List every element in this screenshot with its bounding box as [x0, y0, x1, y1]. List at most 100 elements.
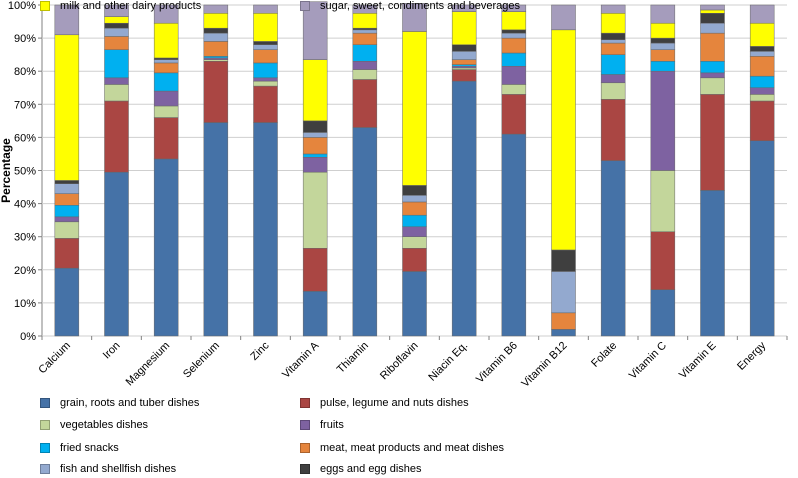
x-tick-label: Zinc: [248, 339, 272, 363]
y-tick-label: 50%: [14, 166, 36, 178]
bar-segment: [600, 13, 626, 34]
bar-segment: [501, 94, 527, 135]
x-tick-label: Vitamin A: [280, 339, 322, 381]
bar-segment: [501, 4, 527, 12]
bar-segment: [54, 238, 80, 269]
bar-segment: [253, 80, 278, 87]
x-tick-label: Vitamin B12: [519, 340, 569, 390]
bar-segment: [700, 9, 725, 14]
bar-segment: [749, 140, 775, 337]
bar-segment: [700, 22, 725, 34]
bar-segment: [650, 42, 676, 50]
bar-segment: [551, 249, 576, 272]
bar-segment: [153, 90, 179, 107]
bar-segment: [402, 214, 427, 228]
bar-segment: [104, 84, 129, 102]
bar-segment: [153, 105, 179, 118]
bar-segment: [203, 61, 229, 123]
bar-segment: [600, 160, 626, 337]
bar-segment: [501, 133, 527, 337]
bar-segment: [650, 231, 676, 290]
bar-segment: [302, 248, 328, 292]
bar-segment: [600, 32, 626, 41]
bar-segment: [253, 122, 278, 337]
bar-segment: [451, 51, 477, 60]
bar-segment: [650, 70, 676, 171]
bar-segment: [600, 74, 626, 84]
bar-segment: [203, 4, 229, 14]
bar-segment: [253, 44, 278, 50]
bar-segment: [451, 44, 477, 52]
bar-segment: [749, 4, 775, 24]
bar-segment: [153, 158, 179, 337]
bar-segment: [54, 267, 80, 337]
bar-segment: [551, 329, 576, 337]
bar-segment: [501, 52, 527, 67]
bar-segment: [600, 54, 626, 75]
bar-segment: [551, 312, 576, 330]
bar-segment: [650, 4, 676, 24]
bar-segment: [104, 4, 129, 17]
bar-segment: [402, 3, 427, 32]
bar-segment: [749, 100, 775, 141]
x-tick-label: Iron: [101, 340, 123, 362]
bar-segment: [352, 61, 378, 70]
bar-segment: [352, 79, 378, 128]
bar-segment: [700, 77, 725, 95]
bar-segment: [203, 13, 229, 29]
bar-segment: [700, 94, 725, 191]
bar-segment: [650, 22, 676, 39]
bar-segment: [451, 59, 477, 65]
bar-segment: [749, 51, 775, 57]
bar-segment: [501, 32, 527, 39]
bar-segment: [600, 4, 626, 14]
bar-segment: [402, 226, 427, 237]
bar-segment: [203, 32, 229, 42]
bar-segment: [302, 291, 328, 337]
bar-segment: [352, 127, 378, 337]
bar-segment: [253, 85, 278, 123]
x-tick-labels: Calcium Iron Magnesium Selenium Zinc Vitamin …: [36, 336, 788, 390]
bar-segment: [650, 61, 676, 72]
bar-segment: [451, 11, 477, 45]
bar-segment: [104, 77, 129, 85]
bar-segment: [54, 221, 80, 239]
bar-segment: [600, 99, 626, 161]
bar-segment: [749, 94, 775, 102]
x-tick-label: Thiamin: [335, 340, 371, 376]
bar-segment: [153, 59, 179, 64]
bar-segment: [700, 190, 725, 337]
bar-segment: [650, 49, 676, 62]
bar-segment: [501, 84, 527, 95]
bar-segment: [749, 46, 775, 52]
bar-segment: [203, 27, 229, 34]
bar-segment: [153, 72, 179, 92]
bar-segment: [551, 29, 576, 251]
y-tick-label: 40%: [14, 199, 36, 211]
bar-segment: [352, 4, 378, 14]
bar-segment: [153, 62, 179, 74]
bar-segment: [302, 153, 328, 158]
y-tick-label: 100%: [8, 0, 36, 12]
bar-segment: [302, 1, 328, 60]
bar-segment: [402, 248, 427, 272]
bar-segment: [402, 236, 427, 249]
bar-segment: [650, 37, 676, 44]
x-tick-label: Magnesium: [124, 340, 173, 389]
bar-segment: [352, 32, 378, 45]
bar-segment: [253, 62, 278, 79]
bar-segment: [650, 170, 676, 232]
bar-segment: [749, 56, 775, 77]
x-tick-label: Vitamin C: [627, 340, 669, 382]
bar-segment: [451, 4, 477, 12]
bar-segment: [203, 122, 229, 337]
bar-segment: [302, 59, 328, 122]
x-tick-label: Vitamin B6: [474, 340, 520, 386]
bar-segment: [352, 44, 378, 62]
bar-segment: [253, 77, 278, 82]
bar-segment: [451, 69, 477, 82]
y-tick-label: 60%: [14, 132, 36, 144]
bar-segment: [650, 289, 676, 337]
bar-segment: [700, 13, 725, 24]
